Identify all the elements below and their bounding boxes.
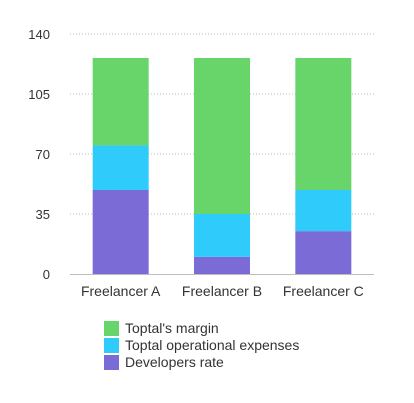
bar-freelancer-b-toptal-operational-expenses [194,214,250,257]
bar-freelancer-b-developers-rate [194,256,250,274]
legend-label-developers-rate: Developers rate [125,354,224,370]
bar-freelancer-c-developers-rate [295,231,352,274]
chart-legend: Toptal's margin Toptal operational expen… [104,320,299,371]
legend-item-toptals-margin: Toptal's margin [104,320,299,337]
legend-swatch-toptal-operational-expenses [104,338,119,353]
y-tick-label-105: 105 [28,87,50,102]
y-tick-label-70: 70 [36,147,50,162]
bar-freelancer-a-developers-rate [92,190,149,274]
y-tick-label-0: 0 [43,267,50,282]
x-tick-label-freelancer-c: Freelancer C [283,283,364,299]
y-tick-label-35: 35 [36,207,50,222]
bar-freelancer-c-toptal-s-margin [295,58,352,190]
bar-freelancer-c-toptal-operational-expenses [295,190,352,232]
stacked-bar-chart: 0 35 70 105 140 Freelancer A Freelancer B Freel… [28,27,374,299]
bar-freelancer-a-toptal-s-margin [92,58,149,146]
bar-freelancer-b-toptal-s-margin [194,58,250,214]
legend-swatch-developers-rate [104,355,119,370]
x-tick-label-freelancer-b: Freelancer B [182,283,262,299]
legend-label-toptal-operational-expenses: Toptal operational expenses [125,337,300,353]
legend-swatch-toptals-margin [104,321,119,336]
x-tick-label-freelancer-a: Freelancer A [81,283,161,299]
legend-label-toptals-margin: Toptal's margin [125,320,219,336]
bar-freelancer-a-toptal-operational-expenses [92,145,149,190]
legend-item-developers-rate: Developers rate [104,354,299,371]
y-tick-label-140: 140 [28,27,50,42]
legend-item-toptal-operational-expenses: Toptal operational expenses [104,337,299,354]
